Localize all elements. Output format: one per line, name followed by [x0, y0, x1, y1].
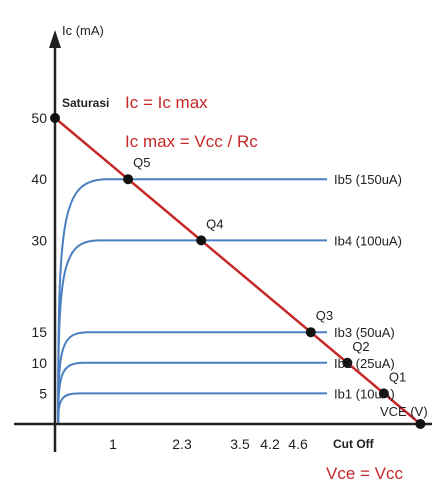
x-tick-label: 2.3: [172, 436, 192, 452]
y-tick-label: 10: [31, 355, 47, 371]
y-tick-label: 40: [31, 171, 47, 187]
ticks: 5 10 15 30 40 50 1 2.3 3.5 4.2 4.6: [31, 110, 308, 452]
y-tick-label: 5: [39, 385, 47, 401]
q-point: [305, 327, 316, 338]
x-tick-label: 3.5: [230, 436, 250, 452]
saturation-point: [50, 113, 60, 123]
ib-curve-label: Ib5 (150uA): [334, 172, 402, 187]
y-tick-label: 50: [31, 110, 47, 126]
q-point: [123, 174, 134, 185]
ib-curve-label: Ib4 (100uA): [334, 233, 402, 248]
q-point: [378, 388, 389, 399]
cutoff-point: [415, 419, 426, 429]
y-axis-title: Ic (mA): [62, 23, 104, 38]
ib-curve-1: [57, 392, 327, 425]
x-tick-label: 4.6: [288, 436, 308, 452]
ib-curve-label: Ib3 (50uA): [334, 325, 395, 340]
q-points: Q5 Q4 Q3 Q2 Q1: [50, 113, 426, 429]
q-point-label: Q2: [352, 339, 369, 354]
curve-labels: Ib5 (150uA) Ib4 (100uA) Ib3 (50uA) Ib2 (25u…: [334, 172, 402, 401]
ic-equals-icmax-label: Ic = Ic max: [125, 93, 208, 112]
x-tick-label: 1: [109, 436, 117, 452]
ib-curve-4: [57, 239, 327, 425]
load-line: [54, 117, 422, 425]
q-point-label: Q1: [389, 369, 406, 384]
y-tick-label: 30: [31, 232, 47, 248]
saturation-label: Saturasi: [62, 96, 109, 110]
x-axis-title: VCE (V): [380, 404, 428, 419]
q-point: [342, 357, 353, 368]
q-point-label: Q4: [206, 216, 223, 231]
icmax-formula-label: Ic max = Vcc / Rc: [125, 132, 258, 151]
ib-curves: [57, 178, 327, 425]
y-axis-arrow: [49, 30, 61, 48]
x-tick-label: 4.2: [260, 436, 280, 452]
load-line-group: [54, 117, 422, 425]
cutoff-label: Cut Off: [333, 437, 375, 451]
q-point-label: Q5: [133, 155, 150, 170]
q-point-label: Q3: [316, 308, 333, 323]
q-point: [196, 235, 207, 246]
ib-curve-3: [57, 331, 327, 425]
y-tick-label: 15: [31, 324, 47, 340]
ib-curve-5: [57, 178, 327, 425]
ib-curve-label: Ib2 (25uA): [334, 356, 395, 371]
vce-equals-vcc-label: Vce = Vcc: [326, 464, 404, 483]
ib-curve-label: Ib1 (10uA): [334, 386, 395, 401]
